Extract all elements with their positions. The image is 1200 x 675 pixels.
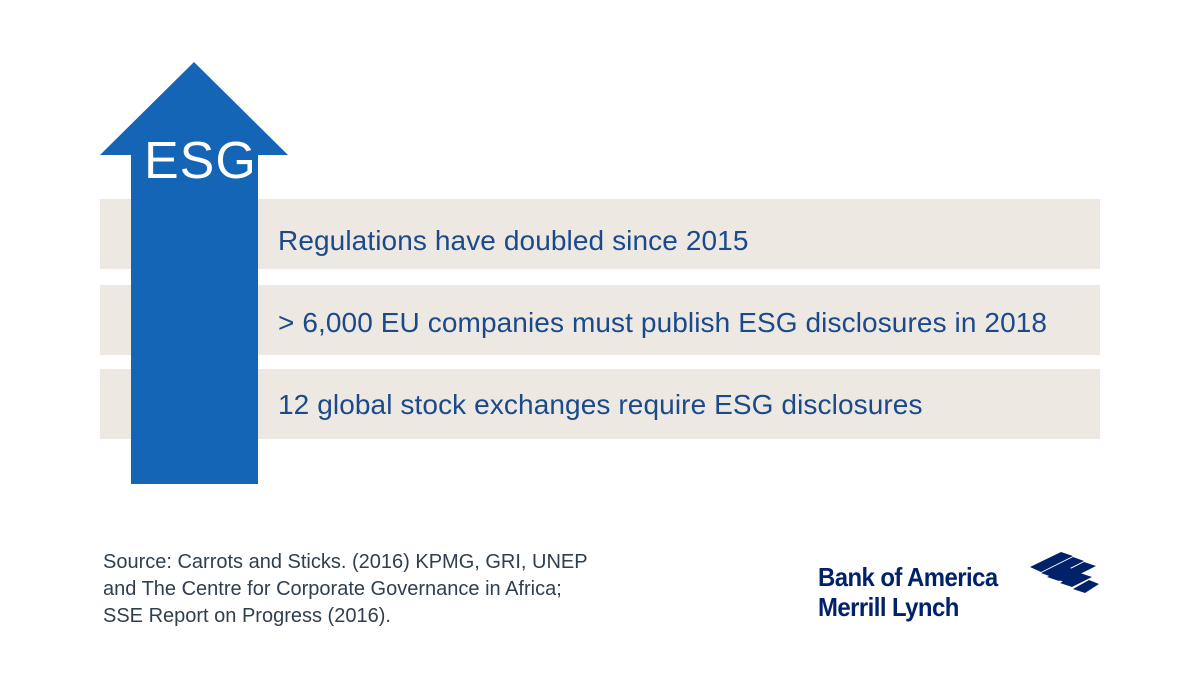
stat-text-stock-exchanges: 12 global stock exchanges require ESG di…: [278, 389, 923, 420]
stat-bar-regulations: [100, 199, 1100, 269]
arrow-label: ESG: [144, 132, 257, 190]
stat-text-eu-companies: > 6,000 EU companies must publish ESG di…: [278, 307, 1048, 338]
source-line: and The Centre for Corporate Governance …: [103, 578, 562, 600]
bank-logo: Bank of America Merrill Lynch: [818, 562, 1013, 622]
stat-bar-stock-exchanges: [100, 369, 1100, 439]
logo-line-2: Merrill Lynch: [818, 592, 959, 622]
stat-bar-eu-companies: [100, 285, 1100, 355]
source-note: Source: Carrots and Sticks. (2016) KPMG,…: [103, 549, 663, 630]
source-line: Source: Carrots and Sticks. (2016) KPMG,…: [103, 551, 588, 573]
source-line: SSE Report on Progress (2016).: [103, 605, 391, 627]
flag-icon: [1030, 552, 1099, 593]
logo-line-1: Bank of America: [818, 562, 998, 592]
stat-text-regulations: Regulations have doubled since 2015: [278, 225, 749, 256]
